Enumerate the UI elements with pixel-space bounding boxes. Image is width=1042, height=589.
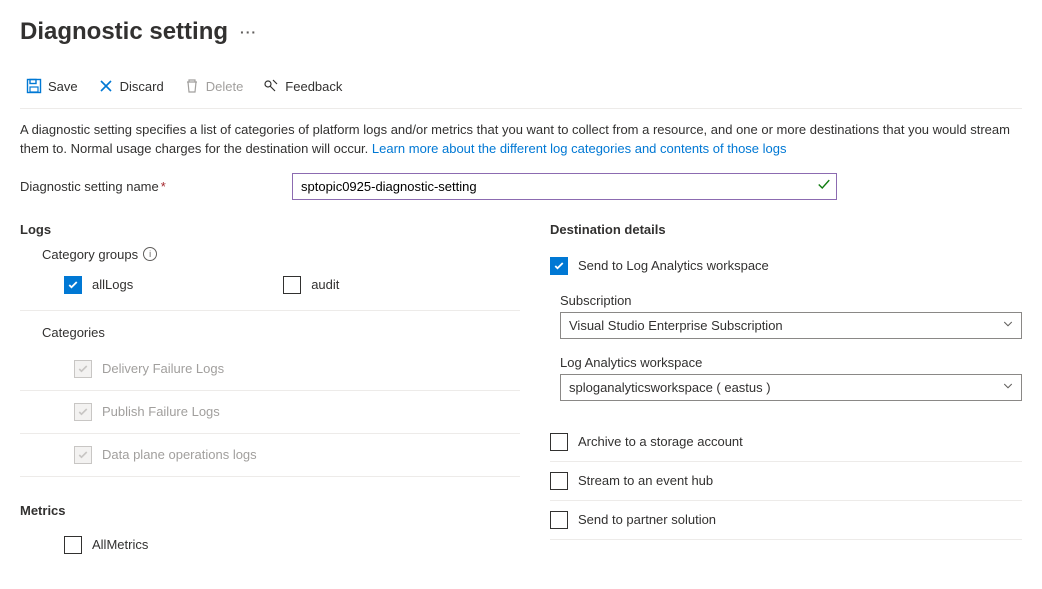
category-label: Delivery Failure Logs <box>102 361 224 376</box>
page-title: Diagnostic setting ··· <box>20 18 1022 46</box>
alllogs-checkbox[interactable] <box>64 276 82 294</box>
audit-label: audit <box>311 277 339 292</box>
metrics-heading: Metrics <box>20 503 520 518</box>
valid-check-icon <box>817 178 831 195</box>
category-row: Delivery Failure Logs <box>20 348 520 391</box>
feedback-button[interactable]: Feedback <box>257 74 348 98</box>
required-asterisk: * <box>161 179 166 194</box>
category-label: Publish Failure Logs <box>102 404 220 419</box>
feedback-label: Feedback <box>285 79 342 94</box>
category-row: Data plane operations logs <box>20 434 520 477</box>
delete-button: Delete <box>178 74 250 98</box>
dest-storage-checkbox[interactable] <box>550 433 568 451</box>
category-checkbox <box>74 360 92 378</box>
setting-name-label: Diagnostic setting name* <box>20 179 272 194</box>
dest-partner-label: Send to partner solution <box>578 512 716 527</box>
delete-icon <box>184 78 200 94</box>
categories-label: Categories <box>20 325 520 340</box>
logs-heading: Logs <box>20 222 520 237</box>
save-label: Save <box>48 79 78 94</box>
category-row: Publish Failure Logs <box>20 391 520 434</box>
discard-label: Discard <box>120 79 164 94</box>
subscription-label: Subscription <box>560 293 1022 308</box>
info-icon[interactable]: i <box>143 247 157 261</box>
category-checkbox <box>74 446 92 464</box>
discard-icon <box>98 78 114 94</box>
workspace-label: Log Analytics workspace <box>560 355 1022 370</box>
dest-loganalytics-row[interactable]: Send to Log Analytics workspace <box>550 247 1022 279</box>
allmetrics-row[interactable]: AllMetrics <box>20 528 520 554</box>
dest-partner-row[interactable]: Send to partner solution <box>550 501 1022 540</box>
category-checkbox <box>74 403 92 421</box>
category-groups-label: Category groups i <box>20 247 520 262</box>
description: A diagnostic setting specifies a list of… <box>20 121 1022 159</box>
destination-heading: Destination details <box>550 222 1022 237</box>
dest-loganalytics-checkbox[interactable] <box>550 257 568 275</box>
dest-eventhub-label: Stream to an event hub <box>578 473 713 488</box>
allmetrics-label: AllMetrics <box>92 537 148 552</box>
toolbar: Save Discard Delete Feedback <box>20 74 1022 109</box>
dest-eventhub-checkbox[interactable] <box>550 472 568 490</box>
workspace-select[interactable]: sploganalyticsworkspace ( eastus ) <box>560 374 1022 401</box>
dest-loganalytics-label: Send to Log Analytics workspace <box>578 258 769 273</box>
delete-label: Delete <box>206 79 244 94</box>
feedback-icon <box>263 78 279 94</box>
audit-checkbox-row[interactable]: audit <box>283 270 339 300</box>
audit-checkbox[interactable] <box>283 276 301 294</box>
setting-name-input[interactable] <box>292 173 837 200</box>
workspace-value: sploganalyticsworkspace ( eastus ) <box>569 380 771 395</box>
dest-storage-label: Archive to a storage account <box>578 434 743 449</box>
more-menu-icon[interactable]: ··· <box>240 24 257 40</box>
save-button[interactable]: Save <box>20 74 84 98</box>
subscription-select[interactable]: Visual Studio Enterprise Subscription <box>560 312 1022 339</box>
discard-button[interactable]: Discard <box>92 74 170 98</box>
learn-more-link[interactable]: Learn more about the different log categ… <box>372 141 787 156</box>
page-title-text: Diagnostic setting <box>20 18 228 46</box>
allmetrics-checkbox[interactable] <box>64 536 82 554</box>
alllogs-checkbox-row[interactable]: allLogs <box>64 270 133 300</box>
dest-partner-checkbox[interactable] <box>550 511 568 529</box>
alllogs-label: allLogs <box>92 277 133 292</box>
save-icon <box>26 78 42 94</box>
category-label: Data plane operations logs <box>102 447 257 462</box>
subscription-value: Visual Studio Enterprise Subscription <box>569 318 783 333</box>
dest-storage-row[interactable]: Archive to a storage account <box>550 423 1022 462</box>
dest-eventhub-row[interactable]: Stream to an event hub <box>550 462 1022 501</box>
